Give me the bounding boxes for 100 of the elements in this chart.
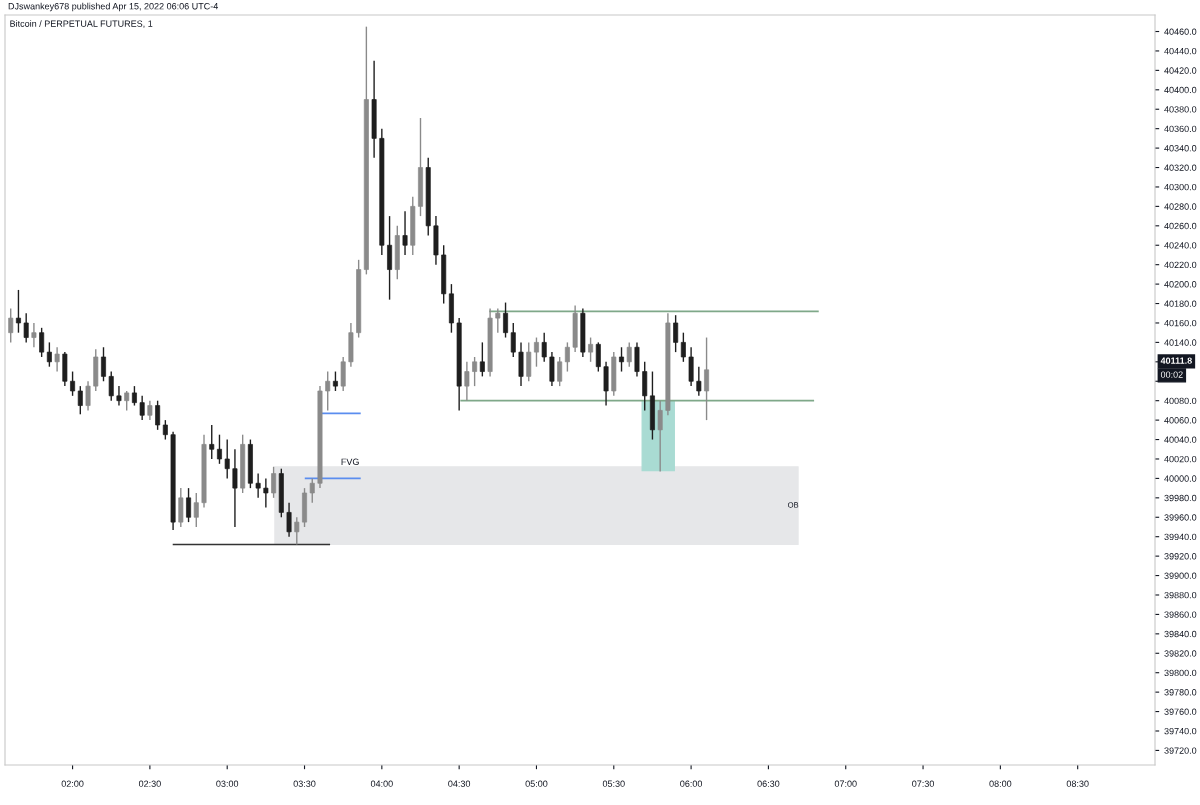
y-tick-label: 39900.0 [1164, 572, 1197, 579]
y-tick-label: 40040.0 [1164, 436, 1197, 443]
x-tick-label: 02:30 [138, 780, 161, 787]
candlestick [657, 399, 663, 473]
candlestick [271, 466, 277, 499]
y-tick-label: 40220.0 [1164, 261, 1197, 269]
x-tick-label: 08:30 [1066, 780, 1089, 787]
candlestick [680, 331, 686, 363]
x-tick-label: 07:00 [834, 780, 857, 787]
y-tick-label: 40380.0 [1164, 106, 1197, 113]
candlestick [263, 477, 269, 509]
y-tick-label: 39960.0 [1164, 514, 1197, 521]
y-tick-label: 39840.0 [1164, 630, 1197, 638]
candlestick [255, 472, 261, 499]
candlestick [673, 314, 679, 353]
candlestick [217, 433, 222, 465]
y-tick-label: 39920.0 [1164, 553, 1197, 560]
candlestick [15, 289, 21, 334]
x-tick-label: 03:30 [293, 780, 316, 787]
x-tick-label: 02:00 [61, 780, 84, 787]
candlestick [108, 370, 114, 402]
candlestick [232, 448, 238, 528]
y-tick-label: 40440.0 [1164, 47, 1197, 55]
x-tick-label: 04:00 [370, 780, 393, 787]
y-tick-label: 40020.0 [1164, 455, 1197, 463]
y-tick-label: 39880.0 [1164, 591, 1197, 599]
candlestick [39, 327, 45, 358]
candlestick [588, 336, 594, 363]
y-tick-label: 40340.0 [1164, 145, 1197, 152]
y-tick-label: 39860.0 [1164, 611, 1197, 618]
candlestick [186, 487, 192, 523]
chart-subtitle: DJswankey678 published Apr 15, 2022 06:06 UTC-4 [8, 2, 219, 12]
y-tick-label: 39740.0 [1164, 727, 1197, 735]
y-tick-label: 40280.0 [1164, 203, 1197, 210]
y-tick-label: 40240.0 [1164, 242, 1197, 249]
candlestick [209, 424, 215, 460]
candlestick [193, 492, 199, 528]
y-tick-label: 40420.0 [1164, 67, 1197, 74]
candlestick [309, 477, 315, 504]
candlestick [595, 341, 601, 373]
y-tick-label: 39940.0 [1164, 533, 1197, 541]
y-tick-label: 40140.0 [1164, 339, 1197, 346]
text: Bitcoin / PERPETUAL FUTURES, 1 [10, 20, 153, 28]
y-tick-label: 40400.0 [1164, 86, 1197, 94]
candlestick [696, 365, 702, 397]
candlestick [402, 210, 408, 256]
candlestick [704, 336, 710, 421]
x-tick-label: 06:00 [680, 780, 703, 787]
x-tick-label: 03:00 [216, 780, 239, 787]
x-tick-label: 08:00 [989, 780, 1012, 787]
candlestick [286, 501, 292, 538]
x-tick-label: 05:00 [525, 780, 548, 787]
candlestick [294, 516, 300, 546]
candlestick [46, 341, 52, 368]
y-tick-label: 39780.0 [1164, 689, 1197, 696]
candlestick [101, 346, 106, 382]
annotation: FVG [341, 458, 359, 465]
y-tick-label: 40060.0 [1164, 417, 1197, 424]
y-tick-label: 39760.0 [1164, 708, 1197, 715]
y-tick-label: 40000.0 [1164, 475, 1197, 482]
text: 00:02 [1160, 371, 1183, 378]
y-tick-label: 40360.0 [1164, 125, 1197, 133]
candlestick [325, 370, 331, 412]
y-tick-label: 40200.0 [1164, 281, 1197, 288]
y-tick-label: 40300.0 [1164, 183, 1197, 191]
candlestick [8, 307, 14, 344]
candlestick [54, 346, 60, 373]
candlestick [564, 341, 570, 373]
candlestick [23, 312, 29, 344]
y-tick-label: 39980.0 [1164, 494, 1197, 502]
candlestick [77, 385, 83, 415]
candlestick [85, 380, 91, 412]
candlestick [31, 322, 37, 348]
candlestick [619, 346, 624, 373]
candlestick [162, 419, 168, 441]
x-tick-label: 06:30 [757, 780, 780, 787]
y-tick-label: 40260.0 [1164, 222, 1197, 230]
candlestick [224, 438, 230, 480]
candlestick [332, 370, 338, 392]
x-tick-label: 04:30 [448, 780, 471, 787]
candlestick [70, 370, 76, 397]
x-tick-label: 05:30 [602, 780, 625, 787]
y-tick-label: 40320.0 [1164, 164, 1197, 171]
y-tick-label: 40080.0 [1164, 397, 1197, 405]
y-tick-label: 40160.0 [1164, 319, 1197, 327]
candlestick [533, 336, 539, 368]
candlestick [116, 385, 122, 407]
candlestick [139, 395, 145, 421]
y-tick-label: 39800.0 [1164, 669, 1197, 677]
x-tick-label: 07:30 [912, 780, 934, 787]
y-tick-label: 39820.0 [1164, 650, 1197, 657]
candlestick [495, 307, 501, 334]
candlestick [479, 341, 485, 378]
candlestick [124, 390, 130, 412]
candlestick [155, 399, 161, 431]
candlestick [131, 385, 137, 407]
text: 40111.8 [1160, 357, 1192, 364]
candlestick [464, 361, 470, 402]
candlestick [510, 322, 516, 358]
candlestick [472, 356, 478, 387]
